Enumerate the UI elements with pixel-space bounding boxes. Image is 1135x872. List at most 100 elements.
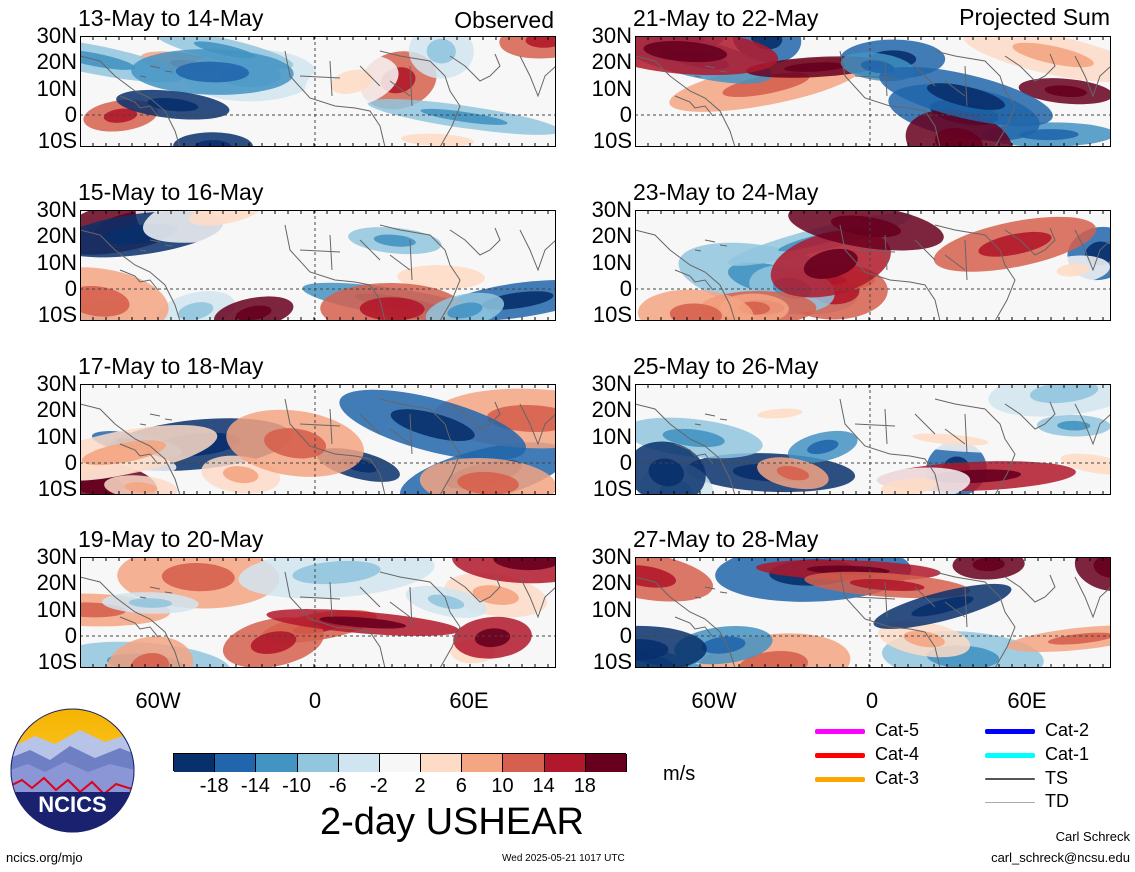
shear-contour-core <box>426 38 456 64</box>
colorbar-swatch <box>503 754 545 772</box>
legend-label: TD <box>1045 791 1069 811</box>
coastline <box>635 403 736 495</box>
colorbar-tick-label: -2 <box>370 775 388 797</box>
projected-panel-4-lat-label: 30N <box>591 544 632 569</box>
legend-swatch <box>985 752 1035 758</box>
shear-contour-core <box>1060 453 1111 475</box>
coastline <box>934 398 1016 495</box>
projected-panel-3-lat-label: 10S <box>592 476 632 501</box>
projected-panel-2-map <box>635 210 1111 321</box>
shear-contour-core <box>911 596 974 617</box>
observed-panel-2-map <box>80 210 556 321</box>
shear-contour-core <box>147 97 199 112</box>
projected-sum-tag: Projected Sum <box>959 4 1110 30</box>
shear-contour-core <box>978 231 1052 257</box>
shear-contour-core <box>757 408 803 419</box>
observed-panel-4-lat-label: 10N <box>36 597 77 622</box>
shear-contour-core <box>223 466 259 484</box>
shear-contour-core <box>643 41 728 63</box>
shear-contour-core <box>420 108 508 125</box>
coastline <box>299 408 413 455</box>
colorbar-swatch <box>256 754 298 772</box>
coastline <box>1004 574 1056 603</box>
coastline <box>694 239 728 252</box>
observed-panel-2-lat-label: 10N <box>36 250 77 275</box>
coastline <box>674 443 714 465</box>
shear-contour-core <box>178 302 214 321</box>
projected-panel-2-lat-label: 20N <box>591 223 632 248</box>
coastline <box>379 398 461 495</box>
shear-contour-core <box>474 628 511 648</box>
coastline <box>1074 576 1111 619</box>
projected-panel-3-lat-label: 30N <box>591 371 632 396</box>
observed-panel-1-map <box>80 36 556 147</box>
coastline <box>449 227 501 256</box>
legend-label: Cat-4 <box>875 744 920 764</box>
coastline <box>839 571 941 668</box>
coastline <box>449 401 501 430</box>
coastline <box>839 224 941 321</box>
shear-contour-core <box>319 616 407 629</box>
shear-contour-core <box>81 440 167 466</box>
shear-contour-core <box>373 234 416 247</box>
shear-contour-core <box>359 297 425 321</box>
legend-swatch <box>985 801 1035 803</box>
legend-swatch <box>985 778 1035 780</box>
observed-panel-3-lat-label: 10N <box>36 424 77 449</box>
legend-swatch <box>815 728 865 734</box>
shear-contour-core <box>390 409 475 442</box>
lon-label-0-right: 0 <box>865 688 879 713</box>
ncics-logo-text: NCICS <box>38 792 106 817</box>
shear-contour-core <box>784 62 847 72</box>
shear-contour-core <box>128 598 173 608</box>
coastline <box>1004 53 1056 82</box>
footer-url[interactable]: ncics.org/mjo <box>6 850 83 865</box>
colorbar-tick-label: -6 <box>328 775 347 797</box>
coastline <box>119 269 159 291</box>
coastline <box>284 224 386 321</box>
coastline <box>80 576 181 668</box>
shear-contour-core <box>635 639 669 661</box>
coastline <box>854 60 968 107</box>
observed-tag: Observed <box>454 7 554 33</box>
shear-contour-core <box>397 265 485 290</box>
shear-contour-core <box>1012 42 1094 68</box>
coastline <box>635 576 736 668</box>
coastline <box>139 65 173 78</box>
shear-contour-core <box>525 36 556 48</box>
shear-contour-core <box>1056 263 1090 277</box>
projected-panel-2-lat-label: 30N <box>591 197 632 222</box>
coastline <box>519 403 556 446</box>
coastline <box>1074 55 1111 98</box>
coastline <box>449 574 501 603</box>
colorbar-units: m/s <box>663 763 696 785</box>
coastline <box>284 50 386 147</box>
projected-panel-4-lat-label: 10N <box>591 597 632 622</box>
lon-label-60w-left: 60W <box>135 688 181 713</box>
projected-panel-4-lat-label: 0 <box>619 623 632 648</box>
shear-contour-core <box>189 210 265 226</box>
observed-panel-1-lat-label: 20N <box>36 49 77 74</box>
colorbar-swatch <box>421 754 463 772</box>
coastline <box>854 408 968 455</box>
coastline <box>1004 227 1056 256</box>
legend-label: Cat-5 <box>875 720 920 740</box>
colorbar-swatch <box>379 754 422 772</box>
lon-label-60e-right: 60E <box>1007 688 1047 713</box>
shear-contour-core <box>235 305 272 321</box>
projected-panel-2-title: 23-May to 24-May <box>633 179 819 205</box>
shear-contour-core <box>264 428 327 459</box>
colorbar-tick-label: 18 <box>573 775 596 797</box>
coastline <box>119 616 159 638</box>
observed-panel-3-title: 17-May to 18-May <box>78 353 264 379</box>
observed-panel-4-title: 19-May to 20-May <box>78 526 264 552</box>
observed-panel-3-lat-label: 10S <box>37 476 77 501</box>
shear-contour-core <box>486 405 556 432</box>
coastline <box>139 586 173 599</box>
observed-panel-2-lat-label: 10S <box>37 302 77 327</box>
coastline <box>299 60 413 107</box>
footer-email[interactable]: carl_schreck@ncsu.edu <box>991 850 1130 865</box>
shear-contour-core <box>701 636 746 654</box>
shear-contour-core <box>935 127 984 147</box>
coastline <box>934 571 1016 668</box>
